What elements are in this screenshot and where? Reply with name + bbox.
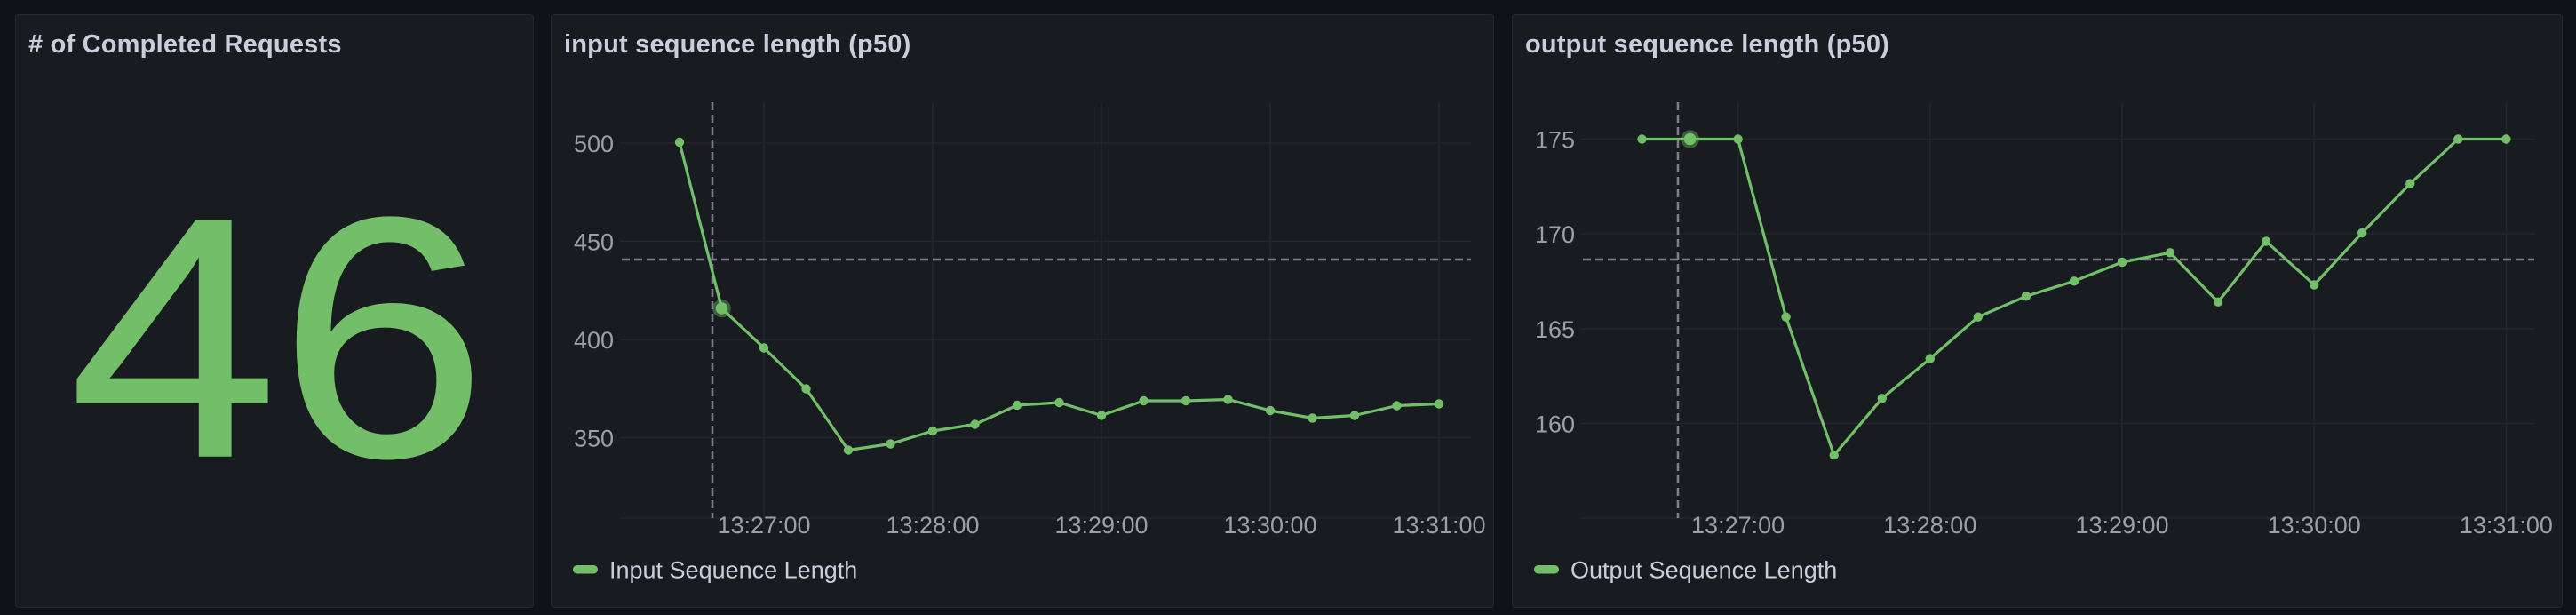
svg-text:13:30:00: 13:30:00 <box>2268 512 2361 539</box>
svg-text:13:29:00: 13:29:00 <box>2075 512 2168 539</box>
svg-text:160: 160 <box>1535 411 1575 437</box>
svg-text:165: 165 <box>1535 316 1575 343</box>
svg-text:13:27:00: 13:27:00 <box>717 512 810 539</box>
svg-text:13:30:00: 13:30:00 <box>1223 512 1316 539</box>
svg-text:350: 350 <box>574 425 614 451</box>
svg-text:13:31:00: 13:31:00 <box>1392 512 1485 539</box>
svg-text:450: 450 <box>574 228 614 255</box>
svg-text:13:31:00: 13:31:00 <box>2460 512 2553 539</box>
svg-text:Input Sequence Length: Input Sequence Length <box>609 557 857 584</box>
svg-text:Output Sequence Length: Output Sequence Length <box>1570 557 1837 584</box>
svg-text:400: 400 <box>574 327 614 354</box>
svg-text:13:28:00: 13:28:00 <box>1883 512 1976 539</box>
svg-text:13:29:00: 13:29:00 <box>1054 512 1148 539</box>
svg-text:170: 170 <box>1535 221 1575 248</box>
svg-text:13:28:00: 13:28:00 <box>886 512 979 539</box>
svg-text:13:27:00: 13:27:00 <box>1691 512 1785 539</box>
svg-text:175: 175 <box>1535 126 1575 153</box>
svg-text:500: 500 <box>574 131 614 157</box>
